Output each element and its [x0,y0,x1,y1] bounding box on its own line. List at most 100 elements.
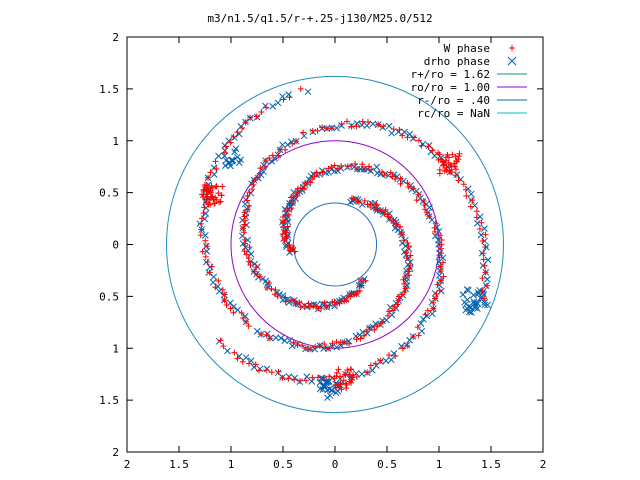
w-phase-point-235 [279,231,286,238]
drho-phase-point-388 [470,291,477,299]
w-phase-point-67 [363,328,370,335]
w-phase-point-439 [453,157,460,164]
w-phase-point-40 [223,302,230,309]
y-tick-label-7: 1.5 [99,83,119,96]
w-phase-point-238 [281,237,288,244]
w-phase-point-437 [441,168,448,175]
w-phase-point-110 [373,201,380,208]
drho-phase-point-398 [463,286,471,293]
drho-phase-point-283 [385,122,393,130]
w-phase-point-125 [252,361,259,368]
w-phase-point-247 [479,275,486,282]
w-phase-point-435 [452,166,459,173]
w-phase-point-293 [293,138,300,145]
drho-phase-point-399 [466,308,473,316]
w-phase-point-32 [204,258,211,265]
w-phase-point-277 [396,126,403,133]
w-phase-point-38 [221,291,228,298]
w-phase-point-275 [404,134,411,141]
w-phase-point-352 [323,303,330,310]
w-phase-point-466 [342,371,349,378]
axis-ticks: 2 1.5 1 0.5 0 0.5 1 1.5 221.510.500.511.52 [99,31,546,471]
legend-label-2: r+/ro = 1.62 [411,68,490,81]
w-phase-point-254 [482,231,489,238]
w-phase-point-199 [352,160,359,167]
w-phase-point-305 [251,177,258,184]
w-phase-point-301 [262,163,269,170]
drho-phase-point-300 [284,141,292,149]
w-phase-point-56 [316,342,323,349]
w-phase-point-14 [212,158,219,165]
w-phase-point-360 [343,297,350,304]
y-tick-label-4: 0 [112,239,119,252]
drho-phase-point-415 [326,385,333,393]
w-phase-point-333 [268,285,275,292]
w-phase-point-44 [240,314,247,321]
w-phase-point-215 [297,184,304,191]
reference-circle-2 [292,202,378,287]
w-phase-point-162 [434,281,441,288]
drho-phase-point-431 [227,162,234,170]
w-phase-point-173 [437,232,444,239]
w-phase-point-253 [479,237,486,244]
w-phase-point-433 [445,160,452,167]
y-tick-label-1: 1.5 [99,394,119,407]
w-phase-point-467 [333,373,340,380]
w-phase-point-160 [433,290,440,297]
w-phase-point-373 [199,194,206,201]
w-phase-point-265 [452,172,459,179]
w-phase-point-130 [279,374,286,381]
w-phase-point-185 [405,183,412,190]
w-phase-point-172 [438,236,445,243]
w-phase-point-441 [440,159,447,166]
w-phase-point-283 [353,123,360,130]
w-phase-point-68 [366,324,373,331]
w-phase-point-393 [217,198,224,205]
drho-phase-point-437 [232,145,240,153]
w-phase-point-244 [481,295,488,302]
w-phase-point-120 [220,343,227,350]
w-phase-point-344 [301,303,308,310]
w-phase-point-345 [305,300,312,307]
y-tick-label-8: 2 [112,31,119,44]
w-phase-point-196 [361,166,368,173]
w-phase-point-457 [338,386,345,393]
legend-label-5: rc/ro = NaN [417,107,490,120]
w-phase-point-121 [231,349,238,356]
w-phase-point-35 [215,277,222,284]
w-phase-point-49 [266,335,273,342]
w-phase-point-90 [403,255,410,262]
w-phase-point-202 [338,162,345,169]
w-phase-point-164 [440,273,447,280]
w-phase-point-294 [289,140,296,147]
w-phase-point-113 [364,201,371,208]
w-phase-point-222 [286,200,293,207]
drho-phase-point-5 [261,102,269,110]
w-phase-point-452 [347,366,354,373]
w-phase-point-191 [387,169,394,176]
w-phase-point-281 [364,119,371,126]
drho-phase-point-289 [353,120,361,127]
drho-phase-point-422 [319,386,327,393]
w-phase-point-3 [263,104,270,111]
w-phase-point-0 [297,85,304,92]
w-phase-point-280 [375,121,382,128]
w-phase-point-206 [325,165,332,172]
drho-phase-point-434 [221,152,228,160]
drho-phase-point-29 [203,248,211,255]
drho-phase-point-166 [436,272,443,279]
w-phase-point-168 [436,254,443,261]
w-phase-point-286 [338,121,345,128]
w-phase-point-300 [262,157,269,164]
drho-phase-point-142 [358,370,366,378]
drho-phase-point-253 [483,275,491,283]
w-phase-point-210 [309,176,316,183]
w-phase-point-182 [413,197,420,204]
w-phase-point-97 [398,229,405,236]
w-phase-point-145 [367,362,374,369]
w-phase-point-10 [230,133,237,140]
drho-phase-point-120 [347,198,354,206]
x-tick-label-0: 2 [124,458,131,471]
w-phase-point-52 [299,342,306,349]
w-phase-point-161 [436,287,443,294]
